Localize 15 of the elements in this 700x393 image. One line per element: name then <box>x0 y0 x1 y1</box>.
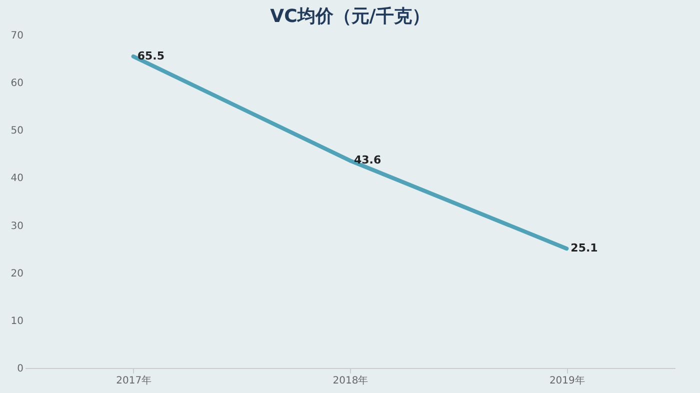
y-tick-label: 20 <box>10 268 24 280</box>
x-tick-label: 2019年 <box>549 374 585 386</box>
x-tick-label: 2017年 <box>116 374 152 386</box>
y-tick-label: 10 <box>10 316 24 327</box>
data-label: 65.5 <box>137 49 164 62</box>
y-tick-label: 30 <box>10 220 24 232</box>
x-tick-label: 2018年 <box>332 374 368 386</box>
y-tick-label: 50 <box>10 126 24 137</box>
y-tick-label: 70 <box>10 30 24 42</box>
chart-title: VC均价（元/千克） <box>270 6 430 27</box>
data-label: 25.1 <box>570 242 598 255</box>
y-tick-label: 0 <box>17 364 24 374</box>
y-tick-label: 60 <box>10 78 24 90</box>
data-label: 43.6 <box>354 154 382 167</box>
y-tick-label: 40 <box>10 173 24 184</box>
